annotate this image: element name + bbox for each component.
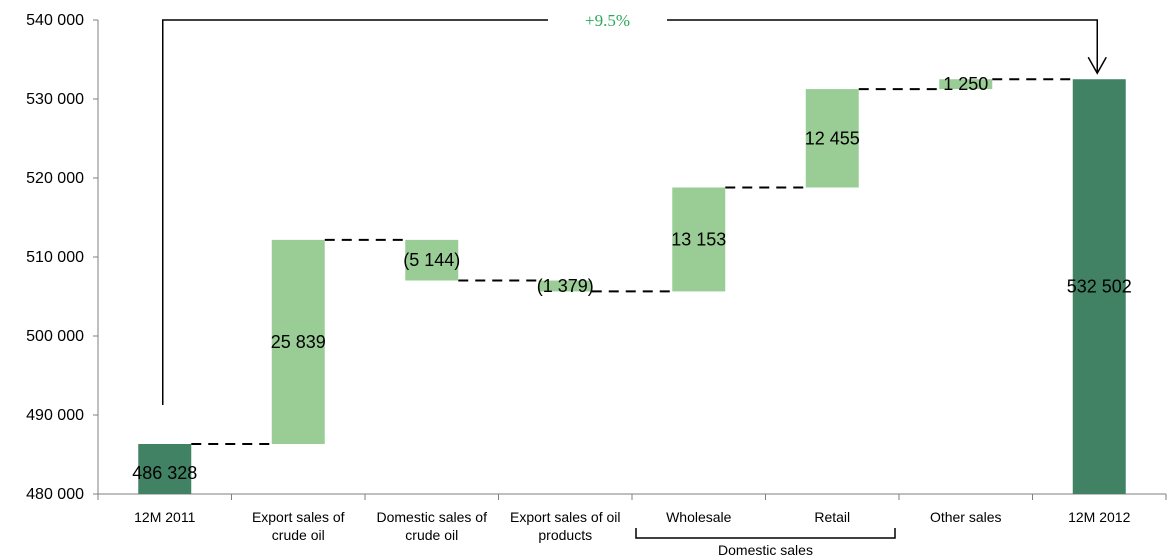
annotation-line-right: [667, 19, 1098, 74]
growth-annotation: +9.5%: [162, 11, 1107, 405]
group-label: Domestic sales: [718, 542, 813, 558]
bar-change: [271, 239, 325, 445]
y-tick-label: 530 000: [26, 91, 84, 108]
bar-value-label: 12 455: [805, 128, 860, 148]
x-category-label: 12M 2012: [1068, 509, 1130, 525]
x-category-label: Export sales of oil: [510, 509, 621, 525]
data-labels: 486 328 25 839 (5 144) (1 379) 13 153 12 455 1…: [132, 74, 1132, 483]
x-category-label: crude oil: [272, 527, 325, 543]
bar-change: [405, 239, 459, 281]
y-tick-label: 510 000: [26, 249, 84, 266]
annotation-label: +9.5%: [585, 11, 630, 30]
bar-value-label: (1 379): [537, 276, 594, 296]
annotation-line-left: [162, 19, 548, 405]
x-category-label: crude oil: [405, 527, 458, 543]
axes: 480 000 490 000 500 000 510 000 520 000 530 0…: [26, 12, 1167, 558]
y-tick-label: 540 000: [26, 12, 84, 29]
bar-total: [138, 444, 192, 494]
x-category-label: 12M 2011: [134, 509, 195, 525]
bar-value-label: 486 328: [132, 463, 197, 483]
group-bracket: [635, 528, 896, 539]
y-tick-label: 500 000: [26, 328, 84, 345]
bar-change: [939, 79, 993, 90]
annotation-arrowhead: [1087, 56, 1107, 75]
x-category-label: Domestic sales of: [377, 509, 488, 525]
bars: [138, 79, 1126, 495]
bar-value-label: 1 250: [943, 74, 988, 94]
bar-change: [538, 280, 592, 292]
bar-change: [672, 187, 726, 292]
x-category-label: Retail: [814, 509, 850, 525]
y-tick-label: 520 000: [26, 170, 84, 187]
x-category-label: Other sales: [930, 509, 1002, 525]
y-tick-label: 490 000: [26, 407, 84, 424]
bar-value-label: 13 153: [671, 229, 726, 249]
y-tick-label: 480 000: [26, 486, 84, 503]
bar-value-label: (5 144): [403, 250, 460, 270]
x-category-label: Export sales of: [252, 509, 345, 525]
x-category-label: Wholesale: [666, 509, 732, 525]
bar-value-label: 25 839: [271, 332, 326, 352]
connector-lines: [191, 78, 1073, 446]
bar-total: [1072, 79, 1126, 495]
bar-value-label: 532 502: [1067, 277, 1132, 297]
x-category-label: products: [538, 527, 592, 543]
bar-change: [805, 89, 859, 188]
